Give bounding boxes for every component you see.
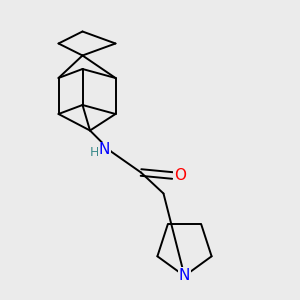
- Text: N: N: [99, 142, 110, 158]
- Text: H: H: [90, 146, 99, 160]
- Text: N: N: [179, 268, 190, 284]
- Text: O: O: [174, 168, 186, 183]
